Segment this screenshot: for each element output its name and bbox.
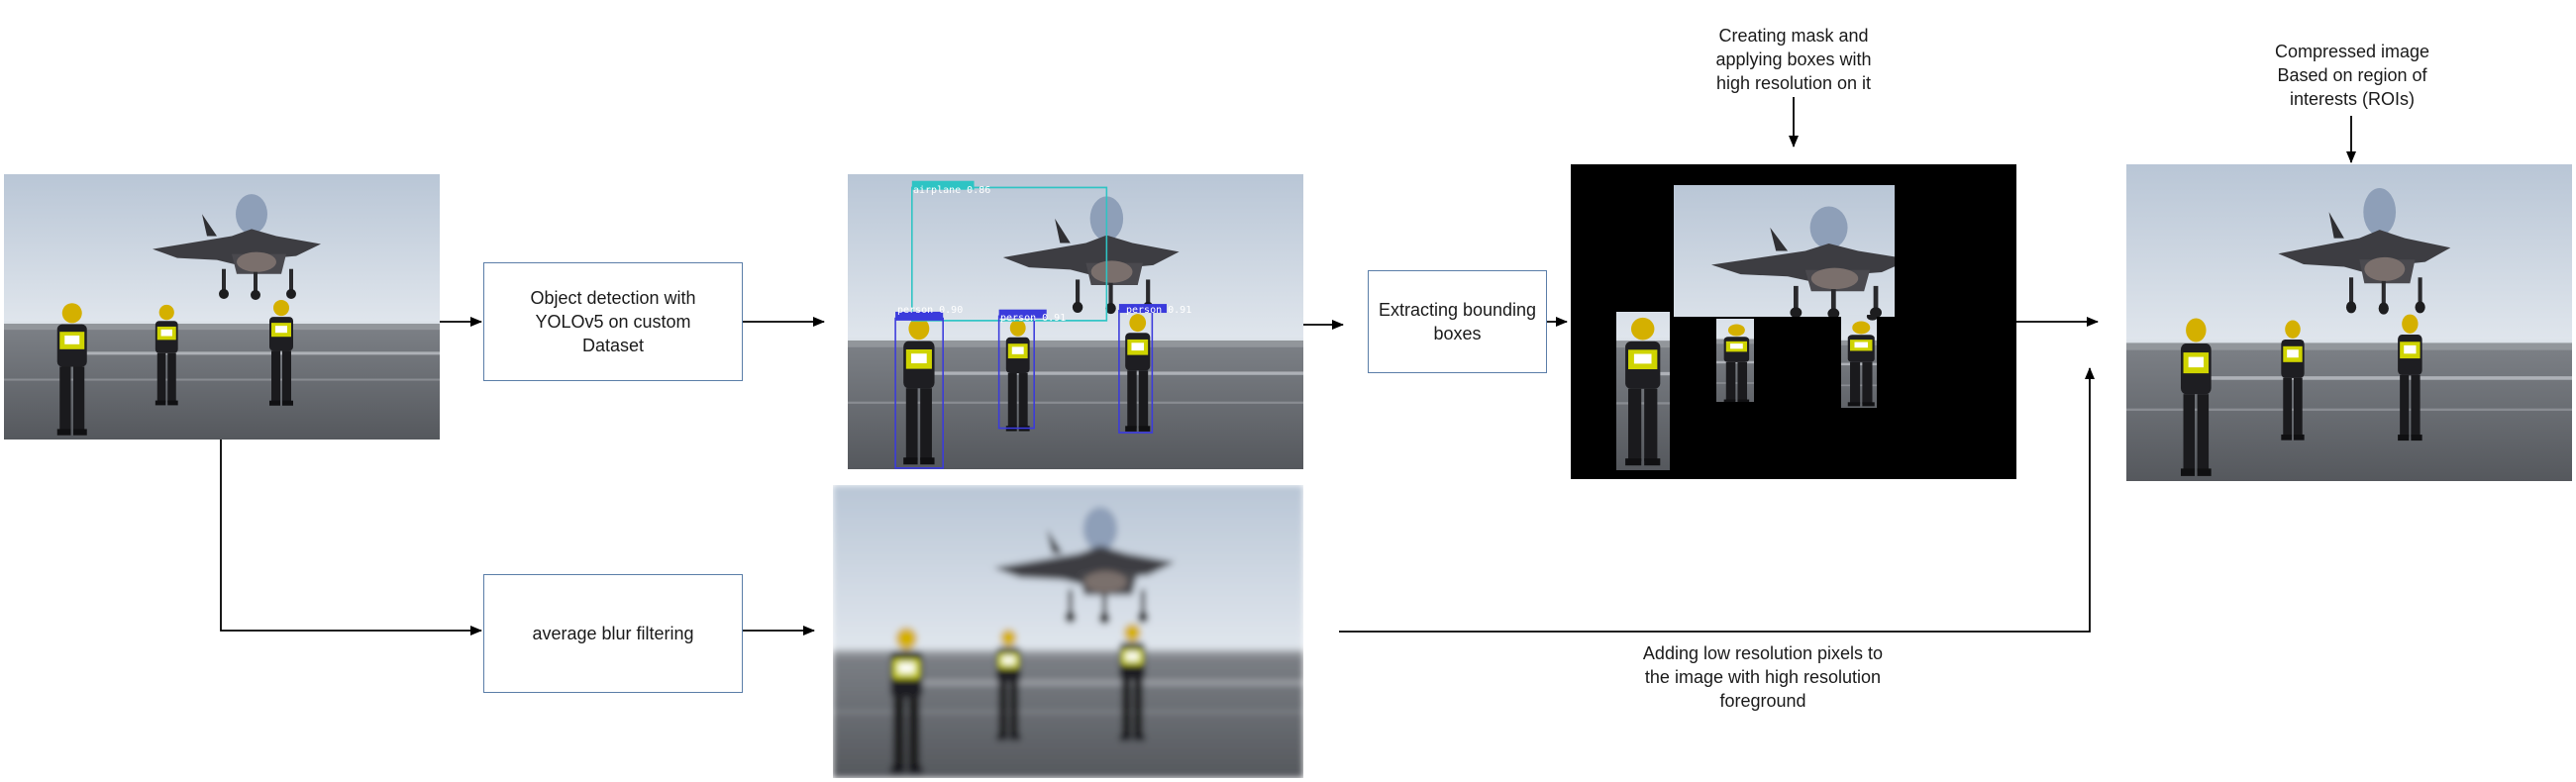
mask-note: Creating mask and applying boxes with hi… [1715,26,1872,93]
detection-label-airplane: airplane 0.86 [913,185,990,196]
extract-bounding-boxes-box: Extracting bounding boxes [1368,270,1547,373]
arrow-blur-merge [1339,367,2095,633]
detection-output-image: airplane 0.86 person 0.90 person 0.91 pe… [848,174,1303,469]
flow-arrows [220,97,2356,635]
detection-label-person: person 0.91 [1000,313,1066,324]
detection-label-person: person 0.91 [1126,305,1191,316]
arrow-input-to-blur [220,440,482,635]
input-image [4,174,440,440]
mask-image [1571,164,2016,479]
compressed-note: Compressed image Based on region of inte… [2274,42,2430,109]
merge-note: Adding low resolution pixels to the imag… [1642,643,1884,711]
compressed-image [2126,164,2572,481]
blurred-image [833,485,1303,778]
average-blur-box: average blur filtering [483,574,743,693]
detection-label-person: person 0.90 [897,305,963,316]
object-detection-box: Object detection with YOLOv5 on custom D… [483,262,743,381]
